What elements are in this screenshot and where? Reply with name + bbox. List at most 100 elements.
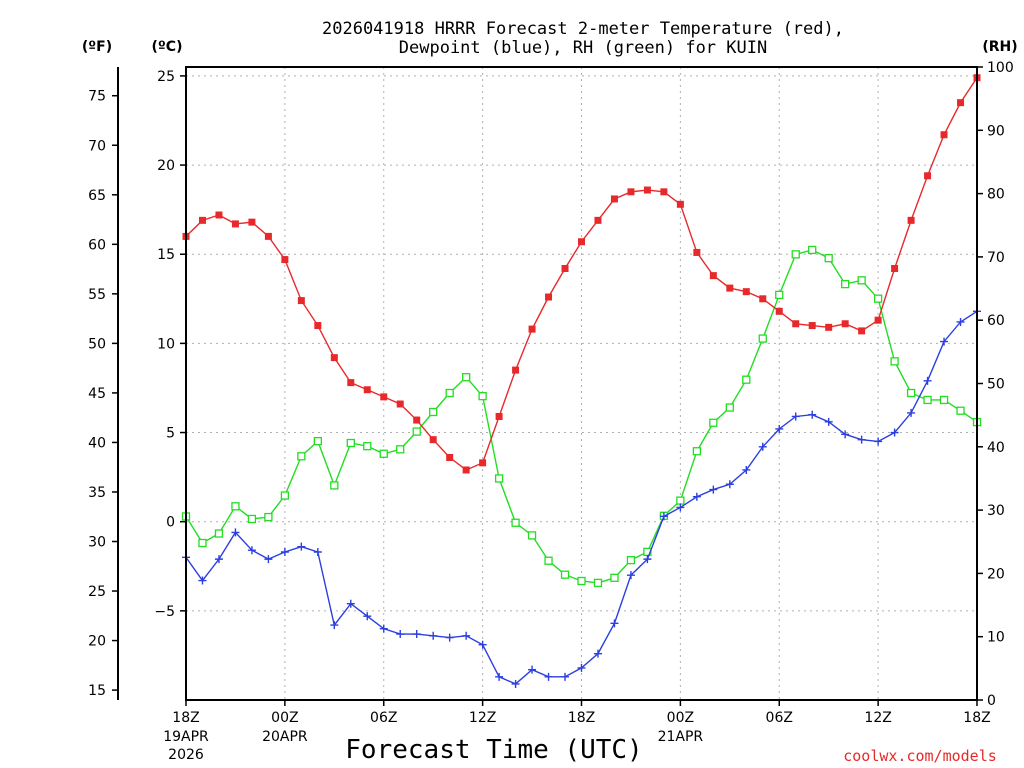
x-tick-label-0: 18Z bbox=[172, 710, 199, 726]
chart-title-line1: 2026041918 HRRR Forecast 2-meter Tempera… bbox=[322, 19, 844, 39]
dewpoint-point-19 bbox=[495, 672, 504, 681]
dewpoint-point-25 bbox=[593, 649, 602, 658]
c-tick-label-6: −5 bbox=[154, 604, 175, 620]
rh-point-18 bbox=[478, 392, 487, 401]
rh-point-8 bbox=[313, 436, 322, 446]
x-tick-label-6: 06Z bbox=[766, 710, 793, 726]
dewpoint-point-12 bbox=[379, 624, 388, 633]
temperature-point-29 bbox=[660, 188, 668, 196]
temperature-point-6 bbox=[281, 256, 289, 264]
dewpoint-point-5 bbox=[264, 555, 273, 564]
temperature-point-9 bbox=[330, 354, 338, 362]
temperature-point-35 bbox=[759, 295, 767, 303]
temperature-point-22 bbox=[545, 293, 553, 301]
temperature-point-43 bbox=[891, 264, 899, 272]
dewpoint-point-23 bbox=[561, 672, 570, 681]
dewpoint-point-24 bbox=[577, 663, 586, 672]
dewpoint-point-45 bbox=[923, 376, 932, 385]
temperature-series bbox=[182, 74, 981, 474]
dewpoint-point-22 bbox=[544, 672, 553, 681]
rh-point-39 bbox=[824, 254, 833, 263]
dewpoint-point-44 bbox=[907, 408, 916, 417]
rh-tick-label-8: 20 bbox=[987, 566, 1005, 582]
f-tick-label-9: 30 bbox=[88, 535, 106, 551]
rh-point-44 bbox=[906, 388, 916, 398]
dewpoint-point-18 bbox=[478, 640, 487, 649]
temperature-point-16 bbox=[446, 453, 454, 461]
rh-point-15 bbox=[429, 407, 438, 417]
temperature-point-5 bbox=[264, 232, 272, 240]
rh-point-2 bbox=[214, 529, 224, 538]
temperature-point-33 bbox=[726, 284, 734, 292]
rh-point-46 bbox=[939, 395, 949, 405]
c-tick-label-2: 15 bbox=[157, 247, 175, 263]
temperature-point-15 bbox=[429, 436, 437, 444]
rh-point-31 bbox=[692, 447, 702, 456]
temperature-point-24 bbox=[578, 238, 585, 246]
temperature-line bbox=[185, 77, 978, 471]
rh-point-14 bbox=[412, 427, 421, 436]
temperature-point-47 bbox=[957, 99, 965, 107]
rh-point-27 bbox=[626, 555, 636, 565]
dewpoint-point-3 bbox=[231, 528, 240, 537]
temperature-point-26 bbox=[610, 195, 618, 203]
f-tick-label-4: 55 bbox=[88, 287, 106, 303]
rh-point-45 bbox=[923, 395, 932, 405]
rh-point-16 bbox=[445, 388, 454, 398]
rh-tick-label-6: 40 bbox=[987, 440, 1005, 456]
rh-point-17 bbox=[461, 373, 471, 382]
dewpoint-point-27 bbox=[626, 571, 635, 580]
rh-tick-label-1: 90 bbox=[987, 123, 1005, 139]
rh-point-41 bbox=[857, 276, 866, 285]
rh-point-19 bbox=[494, 474, 504, 483]
dewpoint-point-30 bbox=[676, 503, 685, 512]
temperature-point-25 bbox=[594, 216, 602, 224]
dewpoint-point-1 bbox=[198, 576, 207, 585]
dewpoint-point-43 bbox=[890, 428, 899, 437]
grid-lines bbox=[185, 67, 978, 700]
temperature-point-38 bbox=[808, 322, 816, 330]
c-tick-label-5: 0 bbox=[166, 515, 175, 531]
rh-point-37 bbox=[791, 250, 800, 259]
dewpoint-series bbox=[182, 307, 981, 688]
temperature-point-7 bbox=[297, 297, 305, 305]
temperature-point-3 bbox=[231, 220, 239, 228]
temperature-point-23 bbox=[561, 264, 569, 272]
rh-tick-label-7: 30 bbox=[987, 503, 1005, 519]
dewpoint-point-41 bbox=[857, 435, 866, 444]
temperature-point-11 bbox=[363, 386, 371, 394]
temperature-point-45 bbox=[924, 172, 932, 180]
temperature-point-13 bbox=[396, 400, 404, 408]
temperature-point-46 bbox=[940, 131, 948, 139]
rh-point-43 bbox=[890, 357, 899, 366]
temperature-point-2 bbox=[215, 211, 223, 219]
rh-point-38 bbox=[808, 245, 817, 255]
x-tick-label-7: 12Z bbox=[864, 710, 891, 726]
c-tick-label-0: 25 bbox=[157, 69, 175, 85]
dewpoint-point-20 bbox=[511, 679, 520, 688]
rh-point-6 bbox=[280, 491, 290, 500]
rh-tick-label-10: 0 bbox=[987, 693, 996, 709]
dewpoint-point-28 bbox=[643, 555, 652, 564]
axes: 2520151050−57570656055504540353025201510… bbox=[88, 60, 1014, 763]
temperature-point-34 bbox=[742, 288, 750, 296]
x-tick-year-0: 2026 bbox=[168, 747, 204, 763]
rh-tick-label-2: 80 bbox=[987, 187, 1005, 203]
rh-tick-label-5: 50 bbox=[987, 377, 1005, 393]
rh-point-23 bbox=[560, 570, 570, 579]
temperature-point-31 bbox=[693, 248, 701, 256]
dewpoint-point-21 bbox=[528, 665, 537, 674]
rh-point-12 bbox=[379, 449, 388, 458]
rh-point-47 bbox=[956, 406, 965, 415]
rh-point-36 bbox=[775, 290, 784, 300]
dewpoint-point-16 bbox=[445, 633, 454, 642]
temperature-point-1 bbox=[198, 216, 206, 224]
f-tick-label-7: 40 bbox=[88, 435, 106, 451]
f-tick-label-10: 25 bbox=[88, 584, 106, 600]
dewpoint-point-2 bbox=[214, 555, 223, 564]
dewpoint-point-7 bbox=[297, 542, 306, 551]
f-tick-label-6: 45 bbox=[88, 386, 106, 402]
dewpoint-point-38 bbox=[808, 410, 817, 419]
rh-point-3 bbox=[231, 502, 240, 511]
